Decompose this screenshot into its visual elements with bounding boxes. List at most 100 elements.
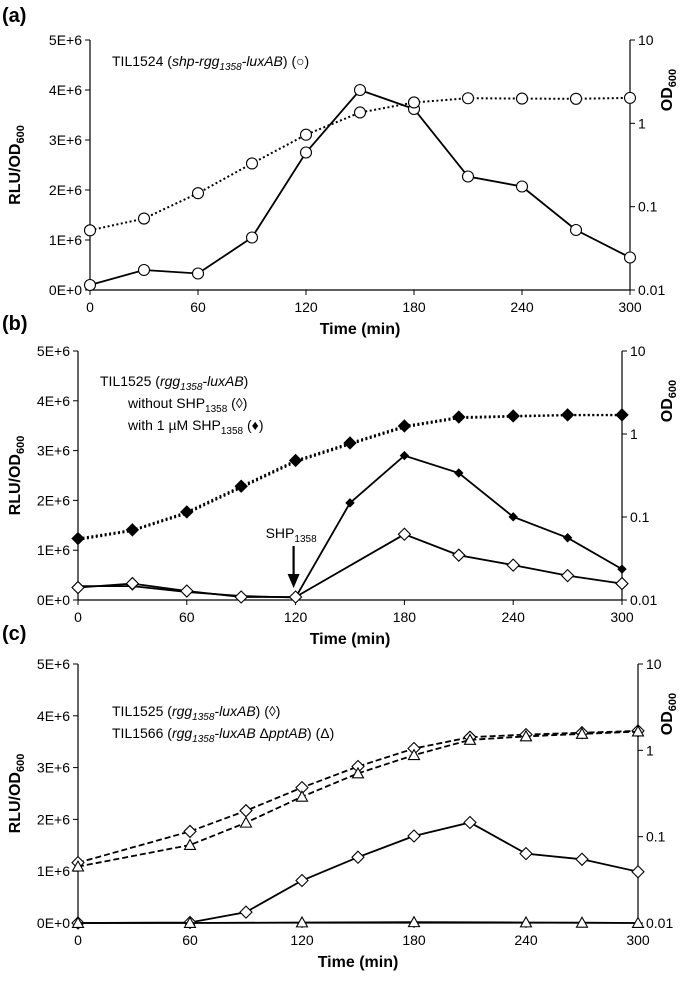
legend: TIL1525 (rgg1358-luxAB)without SHP1358 (… (100, 373, 263, 437)
y-tick-label: 2E+6 (37, 811, 70, 827)
panel-label: (b) (2, 313, 28, 335)
data-point (183, 824, 197, 839)
legend-entry-part: 1358 (219, 62, 242, 73)
y2-tick-label: 10 (638, 32, 654, 48)
x-tick-label: 120 (284, 609, 308, 625)
data-point (345, 498, 355, 508)
legend-entry-part: TIL1566 ( (112, 725, 172, 741)
y-tick-label: 3E+6 (49, 132, 82, 148)
chart-panel-a: (a) 0 60 120 180 240 300 0E+0 1E+6 2E+6 3E+6 4E+6 5E… (2, 5, 679, 338)
y-tick-label: 2E+6 (49, 182, 82, 198)
data-point (519, 846, 533, 861)
x-tick-label: 0 (74, 609, 82, 625)
legend-entry-part: with 1 µM SHP (127, 417, 221, 433)
data-point (519, 729, 533, 742)
data-point (288, 590, 303, 604)
data-point (397, 527, 412, 542)
data-point (83, 224, 97, 237)
legend-entry-part: ) (244, 373, 249, 389)
data-point (631, 724, 645, 737)
x-tick-label: 120 (290, 932, 314, 948)
legend-entry: TIL1566 (rgg1358-luxAB ΔpptAB) (Δ) (112, 725, 334, 745)
legend-entry: TIL1525 (rgg1358-luxAB) (◊) (112, 703, 280, 723)
y-tick-label: 3E+6 (37, 760, 70, 776)
data-point (575, 916, 589, 928)
x-tick-label: 60 (179, 609, 195, 625)
data-point (245, 157, 259, 170)
data-point (407, 96, 421, 109)
data-point (191, 187, 205, 200)
data-point (623, 251, 637, 264)
y-tick-label: 4E+6 (49, 82, 82, 98)
data-point (454, 468, 464, 478)
y-axis-title: RLU/OD600 (7, 125, 27, 205)
data-point (351, 850, 365, 864)
data-point (569, 223, 583, 237)
series-line (77, 533, 623, 598)
annotation-label: SHP1358 (266, 525, 317, 545)
legend-entry-part: 1358 (192, 734, 215, 745)
data-point (399, 450, 410, 461)
data-point (461, 170, 475, 183)
y-axis-title-sub: 600 (15, 125, 27, 143)
y-axis-title-main: RLU/OD (7, 144, 24, 205)
y2-axis-title: OD600 (659, 69, 679, 111)
data-point (452, 548, 466, 562)
series-line (77, 414, 622, 541)
data-point (463, 733, 477, 745)
data-point (295, 873, 309, 888)
data-point (463, 815, 477, 830)
x-axis-title: Time (min) (318, 954, 399, 971)
legend-entry-part: rgg (172, 703, 192, 719)
y2-tick-label: 10 (646, 656, 662, 672)
series-3 (71, 915, 645, 928)
legend-entry-part: rgg (160, 373, 180, 389)
data-point (288, 453, 303, 468)
y2-axis-title-main: OD (659, 711, 676, 735)
legend-entry-part: pptAB (268, 725, 307, 741)
legend-entry-part: TIL1524 ( (112, 53, 172, 69)
y-tick-label: 2E+6 (37, 492, 70, 508)
x-tick-label: 300 (618, 299, 642, 315)
data-point (508, 512, 518, 522)
y2-tick-label: 0.1 (646, 829, 666, 845)
data-point (631, 916, 645, 928)
data-point (183, 916, 197, 928)
chart-panel-c: (c) 0 60 120 180 240 300 0E+0 1E+6 2E+6 3E+6 4E+6 5E… (2, 623, 679, 971)
legend: TIL1524 (shp-rgg1358-luxAB) (○) (112, 53, 309, 73)
y-tick-label: 1E+6 (49, 232, 82, 248)
y-tick-label: 1E+6 (37, 542, 70, 558)
legend-entry-part: (◊) (227, 395, 247, 411)
y2-tick-label: 1 (630, 426, 638, 442)
data-point (569, 92, 583, 105)
y-tick-label: 5E+6 (49, 32, 82, 48)
legend-entry-part: -luxAB (214, 725, 259, 741)
data-point (299, 146, 313, 159)
series-line (89, 88, 631, 286)
y-axis-title-main: RLU/OD (7, 772, 24, 833)
legend-entry: TIL1525 (rgg1358-luxAB) (100, 373, 248, 393)
data-point (239, 803, 253, 818)
y2-axis-title-sub: 600 (667, 693, 679, 711)
x-tick-label: 180 (402, 299, 426, 315)
data-point (125, 576, 140, 591)
series-line (77, 730, 639, 864)
data-point (234, 479, 248, 493)
data-point (407, 915, 421, 928)
data-point (71, 580, 85, 595)
y2-tick-label: 0.01 (638, 282, 665, 298)
data-point (615, 408, 629, 422)
x-axis-title: Time (min) (320, 321, 401, 338)
data-point (461, 92, 475, 105)
y-axis-title-sub: 600 (15, 436, 27, 454)
data-point (560, 408, 575, 422)
data-point (137, 263, 151, 277)
data-point (245, 231, 259, 244)
y2-tick-label: 0.01 (646, 915, 673, 931)
y2-axis-title-main: OD (659, 398, 676, 422)
y-tick-label: 4E+6 (37, 393, 70, 409)
x-tick-label: 240 (514, 932, 538, 948)
y-axis-title: RLU/OD600 (7, 436, 27, 516)
series-0 (73, 450, 627, 603)
